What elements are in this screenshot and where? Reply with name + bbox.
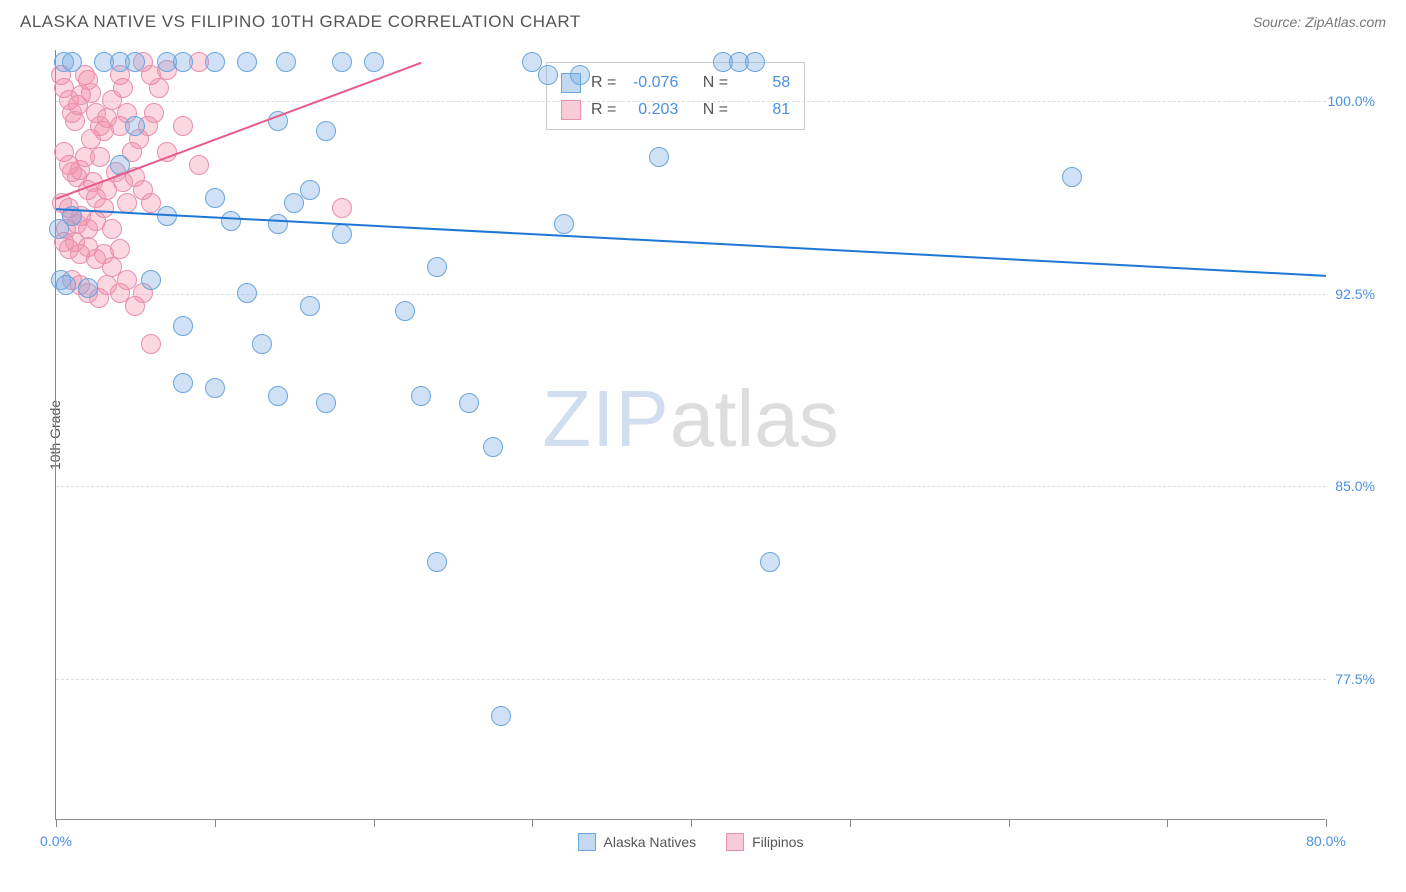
xtick-label: 0.0% [40,833,72,849]
legend-swatch-pink [726,833,744,851]
plot-region: ZIPatlas R = -0.076 N = 58 R = 0.203 N =… [55,50,1325,820]
legend-item-pink: Filipinos [726,833,803,851]
xtick [56,819,57,827]
xtick [215,819,216,827]
legend-item-blue: Alaska Natives [578,833,697,851]
ytick-label: 100.0% [1327,93,1375,109]
xtick [1167,819,1168,827]
xtick [850,819,851,827]
trend-line-blue [56,209,1326,276]
chart-area: 10th Grade ZIPatlas R = -0.076 N = 58 R … [55,50,1375,820]
ytick-label: 85.0% [1327,478,1375,494]
trend-line-pink [56,63,421,199]
xtick [1326,819,1327,827]
xtick-label: 80.0% [1306,833,1346,849]
xtick [691,819,692,827]
ytick-label: 92.5% [1327,286,1375,302]
trend-lines [56,50,1326,820]
legend-swatch-blue [578,833,596,851]
xtick [1009,819,1010,827]
legend-label-blue: Alaska Natives [604,834,697,850]
xtick [532,819,533,827]
bottom-legend: Alaska Natives Filipinos [578,833,804,851]
xtick [374,819,375,827]
ytick-label: 77.5% [1327,671,1375,687]
legend-label-pink: Filipinos [752,834,803,850]
source-label: Source: ZipAtlas.com [1253,14,1386,30]
chart-title: ALASKA NATIVE VS FILIPINO 10TH GRADE COR… [20,12,581,32]
